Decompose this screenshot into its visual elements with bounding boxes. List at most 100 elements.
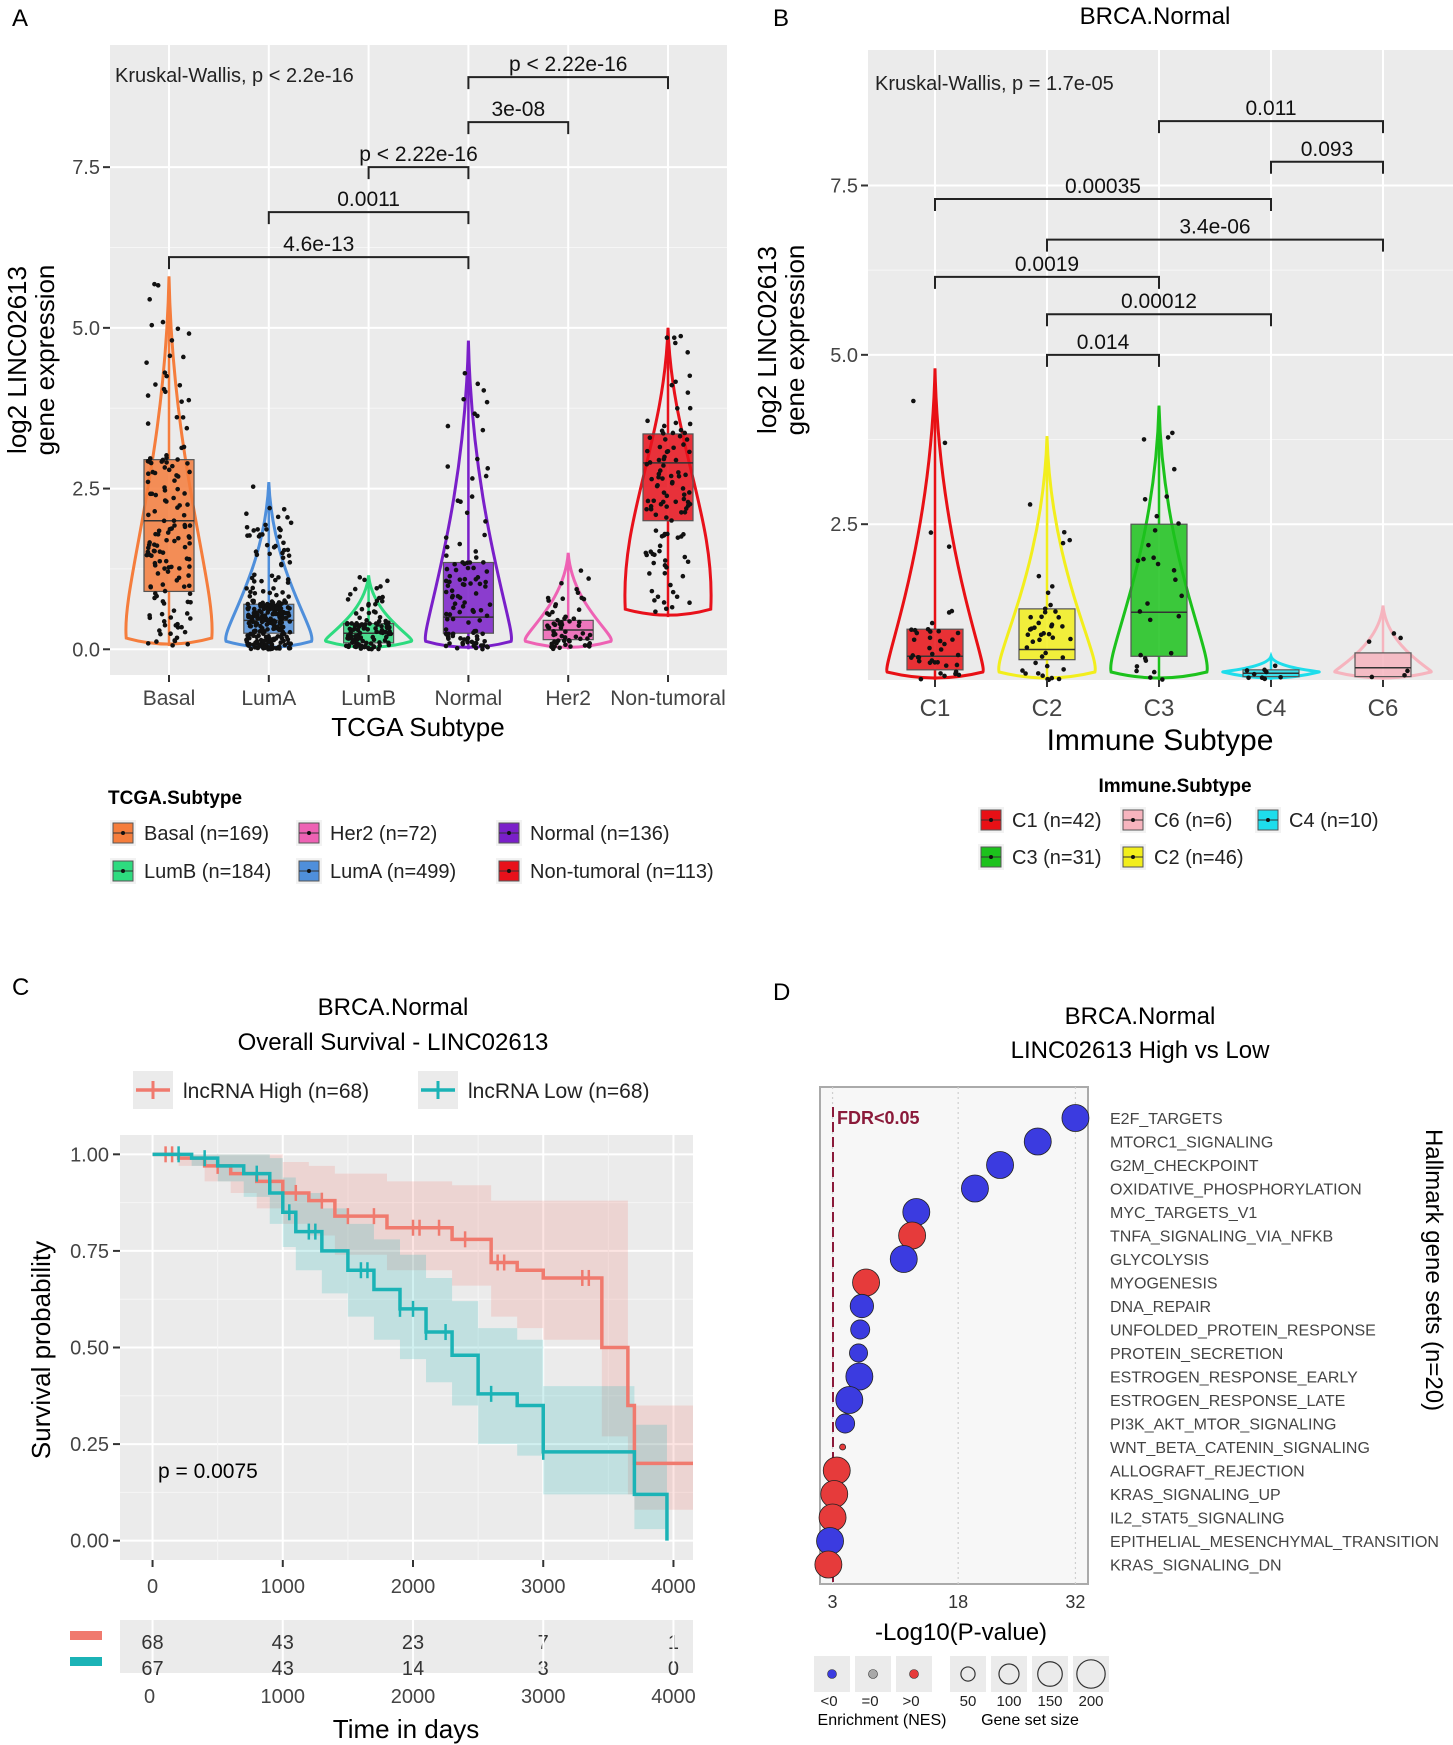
sample-point [953,669,959,675]
sample-point [454,645,460,651]
risk-x-tick-label: 1000 [261,1686,306,1708]
sample-point [164,455,169,461]
risk-x-tick-label: 0 [144,1686,155,1708]
sample-point [286,553,292,558]
sample-point [286,594,291,599]
x-tick-label: C1 [920,695,951,722]
sample-point [1025,632,1031,637]
x-tick-label: 32 [1065,1592,1085,1612]
sample-point [264,527,269,532]
sample-point [345,597,351,602]
sample-point [247,533,252,538]
gene-set-label: ESTROGEN_RESPONSE_LATE [1110,1393,1345,1410]
sample-point [453,567,459,573]
sample-point [179,399,184,404]
sample-point [186,397,192,403]
sample-point [162,498,168,503]
sample-point [269,573,275,579]
legend-key-point [307,831,311,835]
comparison-bracket [467,76,669,90]
sample-point [171,518,177,524]
panel-d-bubbles [814,1104,1090,1579]
panel-c-curves [152,1146,693,1541]
gene-set-label: ALLOGRAFT_REJECTION [1110,1464,1305,1481]
sample-point [471,565,476,571]
sample-point [465,565,471,571]
sample-point [457,609,463,615]
legend-key-point [121,869,125,873]
comparison-bracket [168,256,470,270]
legend-key-point [1131,855,1135,859]
panel-b-x-axis: C1 C2 C3 C4 C6 [920,680,1398,722]
sample-point [473,549,479,554]
sample-point [267,645,272,650]
sample-point [676,470,681,475]
sample-point [562,616,567,621]
sample-point [252,629,257,635]
sample-point [273,577,278,583]
sample-point [468,581,473,586]
sample-point [1049,584,1055,589]
sample-point [1145,601,1150,606]
gene-set-label: E2F_TARGETS [1110,1111,1223,1128]
legend-label-Her2: Her2 (n=72) [330,823,437,845]
survival-curve-low [152,1152,669,1541]
sample-point [1040,673,1045,678]
sample-point [1152,528,1158,533]
bubble-il2_stat5_signaling [818,1503,847,1532]
sample-point [445,423,451,429]
sample-point [371,609,377,614]
sample-point [1246,675,1251,681]
sample-point [557,645,562,651]
sample-point [258,603,263,608]
panel-b-legend-title: Immune.Subtype [1098,776,1251,797]
sample-point [657,548,662,554]
sample-point [675,406,680,411]
panel-b-test-label: Kruskal-Wallis, p = 1.7e-05 [875,73,1114,95]
sample-point [474,636,480,642]
sample-point [927,635,933,641]
sample-point [462,600,467,605]
sample-point [147,297,152,302]
legend-key-point [307,869,311,873]
sample-point [353,611,359,616]
panel-d-gene-set-labels: E2F_TARGETS MTORC1_SIGNALING G2M_CHECKPOIN… [1110,1111,1439,1575]
gene-set-label: UNFOLDED_PROTEIN_RESPONSE [1110,1323,1376,1340]
sample-point [555,617,560,623]
sample-point [162,465,168,470]
sample-point [935,659,940,665]
sample-point [181,512,187,518]
sample-point [578,568,584,573]
sample-point [1176,613,1182,619]
sample-point [445,464,451,469]
sample-point [669,604,675,610]
sample-point [364,618,369,623]
sample-point [285,515,290,520]
sample-point [182,544,188,550]
panel-d-enrichment-label: Enrichment (NES) [818,1712,947,1729]
sample-point [559,580,564,586]
sample-point [1044,663,1050,669]
sample-point [187,469,192,475]
sample-point [385,578,390,584]
sample-point [1060,624,1065,629]
sample-point [280,550,285,556]
sample-point [1042,606,1048,612]
x-tick-label: 2000 [391,1576,436,1598]
sample-point [276,627,282,633]
sample-point [262,645,268,651]
gene-set-label: KRAS_SIGNALING_UP [1110,1487,1281,1504]
legend-label-C4: C4 (n=10) [1289,810,1379,832]
sample-point [1154,513,1160,519]
sample-point [467,560,473,565]
sample-point [1171,466,1177,472]
sample-point [929,651,935,657]
panel-a-boxes [124,276,713,652]
sample-point [445,635,451,640]
x-tick-label: C3 [1144,695,1175,722]
sample-point [1170,430,1175,436]
sample-point [252,572,257,578]
sample-point [1039,614,1044,620]
sample-point [160,582,166,587]
sample-point [660,499,666,505]
